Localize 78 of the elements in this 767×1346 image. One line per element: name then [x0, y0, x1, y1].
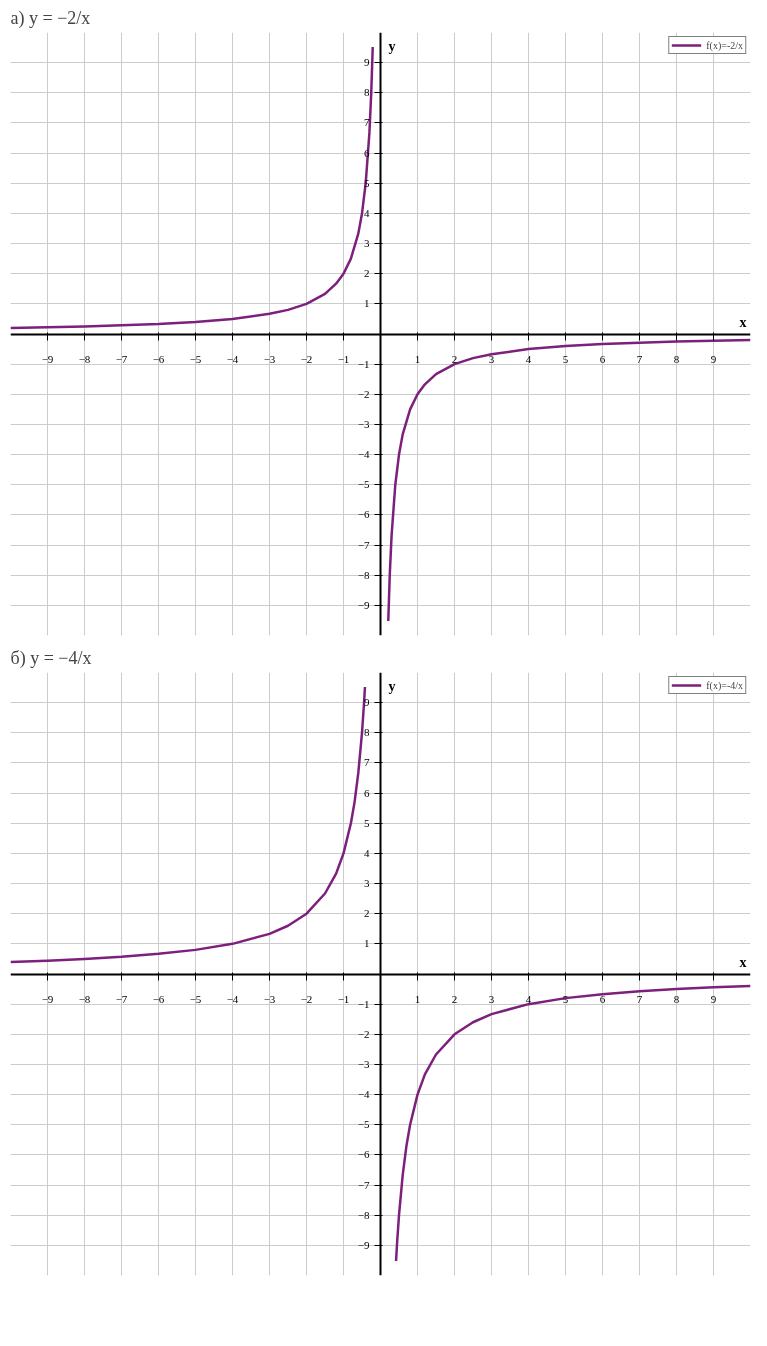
- chart-title: б) y = −4/x: [10, 647, 92, 669]
- x-tick-label: −2: [300, 353, 313, 365]
- y-tick-label: 4: [364, 846, 370, 859]
- x-tick-label: −7: [115, 993, 128, 1005]
- y-tick-label: 1: [364, 937, 370, 950]
- y-axis-title: y: [388, 678, 396, 694]
- x-tick-label: 7: [636, 353, 643, 365]
- x-tick-label: 6: [599, 993, 606, 1005]
- y-tick-label: 5: [364, 176, 370, 189]
- y-tick-label: 3: [364, 237, 370, 250]
- x-tick-label: 8: [673, 993, 680, 1005]
- x-tick-label: −3: [263, 353, 276, 365]
- y-tick-label: −9: [357, 598, 370, 611]
- x-tick-label: −8: [78, 993, 91, 1005]
- y-tick-label: 7: [364, 116, 370, 129]
- x-tick-label: 3: [488, 993, 495, 1005]
- x-tick-label: −4: [226, 993, 239, 1005]
- x-tick-label: −8: [78, 353, 91, 365]
- x-tick-label: 4: [525, 353, 532, 365]
- y-tick-label: −5: [357, 478, 370, 491]
- x-tick-label: 1: [414, 993, 421, 1005]
- y-tick-label: 9: [364, 56, 370, 69]
- y-tick-label: 8: [364, 86, 370, 99]
- y-tick-label: 6: [364, 786, 370, 799]
- x-tick-label: 6: [599, 353, 606, 365]
- x-tick-label: −4: [226, 353, 239, 365]
- legend-label: f(x)=-4/x: [706, 679, 743, 691]
- x-tick-label: −2: [300, 993, 313, 1005]
- x-tick-label: −9: [41, 993, 54, 1005]
- x-tick-label: 2: [451, 993, 458, 1005]
- y-tick-label: 8: [364, 726, 370, 739]
- x-tick-label: −5: [189, 993, 202, 1005]
- y-tick-label: 5: [364, 816, 370, 829]
- y-tick-label: −6: [357, 1148, 370, 1161]
- x-tick-label: −1: [337, 993, 350, 1005]
- y-tick-label: 4: [364, 206, 370, 219]
- x-tick-label: −5: [189, 353, 202, 365]
- y-tick-label: −7: [357, 1178, 370, 1191]
- y-tick-label: −2: [357, 387, 370, 400]
- x-tick-label: 9: [710, 993, 717, 1005]
- x-tick-label: 1: [414, 353, 421, 365]
- x-tick-label: 9: [710, 353, 717, 365]
- y-tick-label: 1: [364, 297, 370, 310]
- y-tick-label: −6: [357, 508, 370, 521]
- y-tick-label: 9: [364, 696, 370, 709]
- x-tick-label: 2: [451, 353, 458, 365]
- y-tick-label: −3: [357, 1057, 370, 1070]
- y-tick-label: −2: [357, 1027, 370, 1040]
- y-tick-label: 2: [364, 267, 370, 280]
- y-tick-label: −3: [357, 417, 370, 430]
- y-tick-label: 6: [364, 146, 370, 159]
- x-axis-title: x: [739, 955, 747, 970]
- y-tick-label: −7: [357, 538, 370, 551]
- y-tick-label: −4: [357, 448, 370, 461]
- x-tick-label: 5: [562, 993, 569, 1005]
- y-tick-label: 2: [364, 907, 370, 920]
- x-tick-label: −3: [263, 993, 276, 1005]
- x-tick-label: −6: [152, 993, 165, 1005]
- x-tick-label: −6: [152, 353, 165, 365]
- x-tick-label: 3: [488, 353, 495, 365]
- y-tick-label: 7: [364, 756, 370, 769]
- y-tick-label: −8: [357, 568, 370, 581]
- x-tick-label: −7: [115, 353, 128, 365]
- y-tick-label: −9: [357, 1238, 370, 1251]
- x-tick-label: 4: [525, 993, 532, 1005]
- y-axis-title: y: [388, 38, 396, 54]
- chart-title: а) y = −2/x: [10, 7, 91, 29]
- y-tick-label: −5: [357, 1118, 370, 1131]
- y-tick-label: −8: [357, 1208, 370, 1221]
- x-tick-label: 5: [562, 353, 569, 365]
- x-tick-label: −1: [337, 353, 350, 365]
- x-axis-title: x: [739, 315, 747, 330]
- x-tick-label: 8: [673, 353, 680, 365]
- y-tick-label: −4: [357, 1088, 370, 1101]
- x-tick-label: 7: [636, 993, 643, 1005]
- legend-label: f(x)=-2/x: [706, 39, 743, 51]
- x-tick-label: −9: [41, 353, 54, 365]
- y-tick-label: 3: [364, 877, 370, 890]
